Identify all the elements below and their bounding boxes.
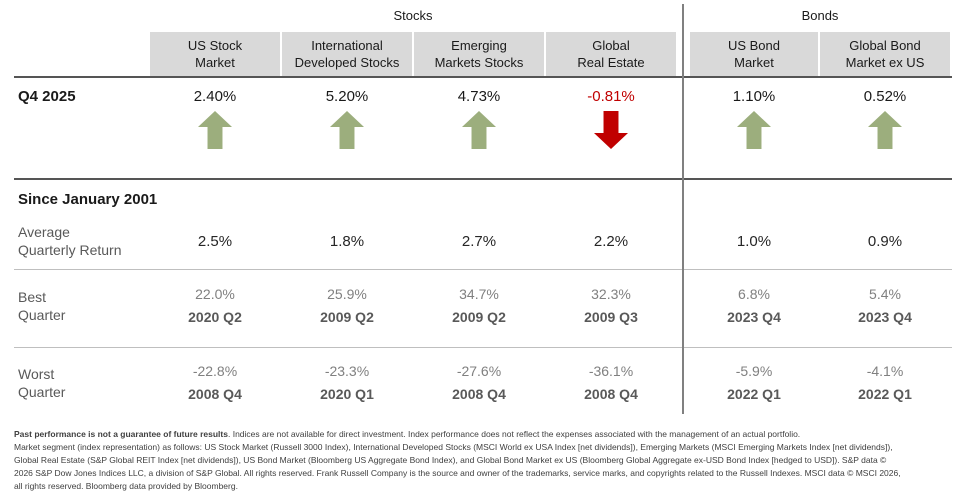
label-column-spacer — [14, 32, 148, 76]
best-us-bond-market: 6.8% 2023 Q4 — [727, 286, 781, 325]
q4-value-global-real-estate: -0.81% — [587, 88, 635, 105]
group-label-bonds: Bonds — [801, 8, 839, 23]
disclaimer-footnote: Past performance is not a guarantee of f… — [14, 428, 952, 493]
worst-us-stock-market: -22.8% 2008 Q4 — [188, 363, 242, 402]
column-header-us-stock-market: US Stock Market — [150, 32, 280, 76]
column-header-emerging-markets-stocks: Emerging Markets Stocks — [414, 32, 544, 76]
avg-value-us-bond-market: 1.0% — [736, 232, 772, 250]
label-column-spacer — [14, 111, 148, 149]
avg-value-global-bond-market-ex-us: 0.9% — [867, 232, 903, 250]
footnote-line: 2026 S&P Dow Jones Indices LLC, a divisi… — [14, 468, 901, 478]
column-header-row: US Stock Market International Developed … — [14, 32, 952, 76]
best-global-bond-market-ex-us: 5.4% 2023 Q4 — [858, 286, 912, 325]
best-global-real-estate: 32.3% 2009 Q3 — [584, 286, 638, 325]
q4-value-global-bond-market-ex-us: 0.52% — [863, 88, 907, 105]
header-separator-line — [14, 76, 952, 78]
column-header-international-developed-stocks: International Developed Stocks — [282, 32, 412, 76]
best-international-developed-stocks: 25.9% 2009 Q2 — [320, 286, 374, 325]
up-arrow-icon — [868, 111, 902, 149]
worst-us-bond-market: -5.9% 2022 Q1 — [727, 363, 781, 402]
worst-emerging-markets-stocks: -27.6% 2008 Q4 — [452, 363, 506, 402]
section-separator-line — [14, 178, 952, 180]
trend-arrow-row — [14, 111, 952, 149]
q4-value-us-bond-market: 1.10% — [732, 88, 776, 105]
worst-global-bond-market-ex-us: -4.1% 2022 Q1 — [858, 363, 912, 402]
section-heading: Since January 2001 — [18, 191, 158, 208]
worst-row-label: Worst Quarter — [18, 365, 66, 400]
footnote-line: Market segment (index representation) as… — [14, 442, 893, 452]
avg-value-global-real-estate: 2.2% — [593, 232, 629, 250]
column-header-global-real-estate: Global Real Estate — [546, 32, 676, 76]
best-row-label: Best Quarter — [18, 288, 66, 323]
column-header-global-bond-market-ex-us: Global Bond Market ex US — [820, 32, 950, 76]
footnote-line: all rights reserved. Bloomberg data prov… — [14, 481, 238, 491]
best-us-stock-market: 22.0% 2020 Q2 — [188, 286, 242, 325]
up-arrow-icon — [198, 111, 232, 149]
row-separator-line — [14, 269, 952, 270]
stocks-bonds-divider — [682, 4, 684, 414]
worst-quarter-row: Worst Quarter -22.8% 2008 Q4 -23.3% 2020… — [14, 361, 952, 404]
q4-value-emerging-markets-stocks: 4.73% — [457, 88, 501, 105]
column-header-us-bond-market: US Bond Market — [690, 32, 818, 76]
avg-value-emerging-markets-stocks: 2.7% — [461, 232, 497, 250]
avg-value-us-stock-market: 2.5% — [197, 232, 233, 250]
up-arrow-icon — [330, 111, 364, 149]
row-separator-line — [14, 347, 952, 348]
q4-2025-row: Q4 2025 2.40% 5.20% 4.73% -0.81% 1.10% 0… — [14, 87, 952, 107]
best-quarter-row: Best Quarter 22.0% 2020 Q2 25.9% 2009 Q2… — [14, 284, 952, 327]
group-header-row: Stocks Bonds — [14, 0, 952, 26]
up-arrow-icon — [462, 111, 496, 149]
up-arrow-icon — [737, 111, 771, 149]
down-arrow-icon — [594, 111, 628, 149]
average-quarterly-return-row: Average Quarterly Return 2.5% 1.8% 2.7% … — [14, 223, 952, 259]
average-row-label: Average Quarterly Return — [18, 224, 122, 258]
worst-international-developed-stocks: -23.3% 2020 Q1 — [320, 363, 374, 402]
q4-value-international-developed-stocks: 5.20% — [325, 88, 369, 105]
footnote-line: Past performance is not a guarantee of f… — [14, 429, 801, 439]
footnote-line: Global Real Estate (S&P Global REIT Inde… — [14, 455, 887, 465]
avg-value-international-developed-stocks: 1.8% — [329, 232, 365, 250]
group-label-stocks: Stocks — [393, 8, 433, 23]
q4-row-label: Q4 2025 — [18, 88, 76, 105]
q4-value-us-stock-market: 2.40% — [193, 88, 237, 105]
best-emerging-markets-stocks: 34.7% 2009 Q2 — [452, 286, 506, 325]
worst-global-real-estate: -36.1% 2008 Q4 — [584, 363, 638, 402]
